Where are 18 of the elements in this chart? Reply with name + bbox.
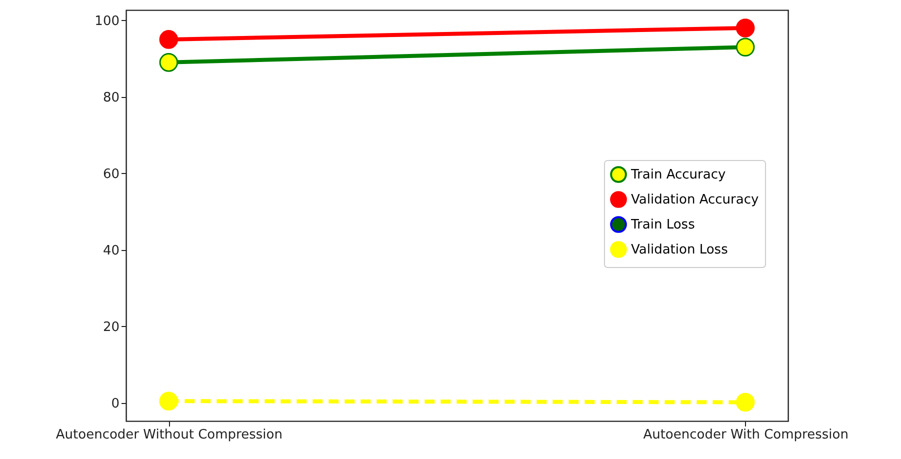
y-tick-label: 40 [102, 243, 120, 258]
y-tick-label: 100 [94, 14, 120, 29]
point [159, 392, 178, 410]
point [736, 38, 755, 57]
legend-label: Validation Loss [631, 242, 728, 258]
x-tick-label: Autoencoder With Compression [643, 428, 848, 442]
point [736, 18, 755, 38]
point [736, 392, 755, 412]
y-tick-label: 0 [111, 396, 120, 412]
x-tick-label: Autoencoder Without Compression [56, 428, 282, 442]
legend-label: Train Accuracy [630, 168, 726, 182]
y-tick-label: 20 [102, 320, 120, 335]
y-tick-label: 60 [102, 166, 120, 182]
y-tick-label: 80 [102, 90, 120, 106]
point [159, 30, 178, 49]
legend-label: Train Loss [630, 218, 696, 232]
point [159, 53, 178, 72]
legend-label: Validation Accuracy [631, 192, 759, 208]
